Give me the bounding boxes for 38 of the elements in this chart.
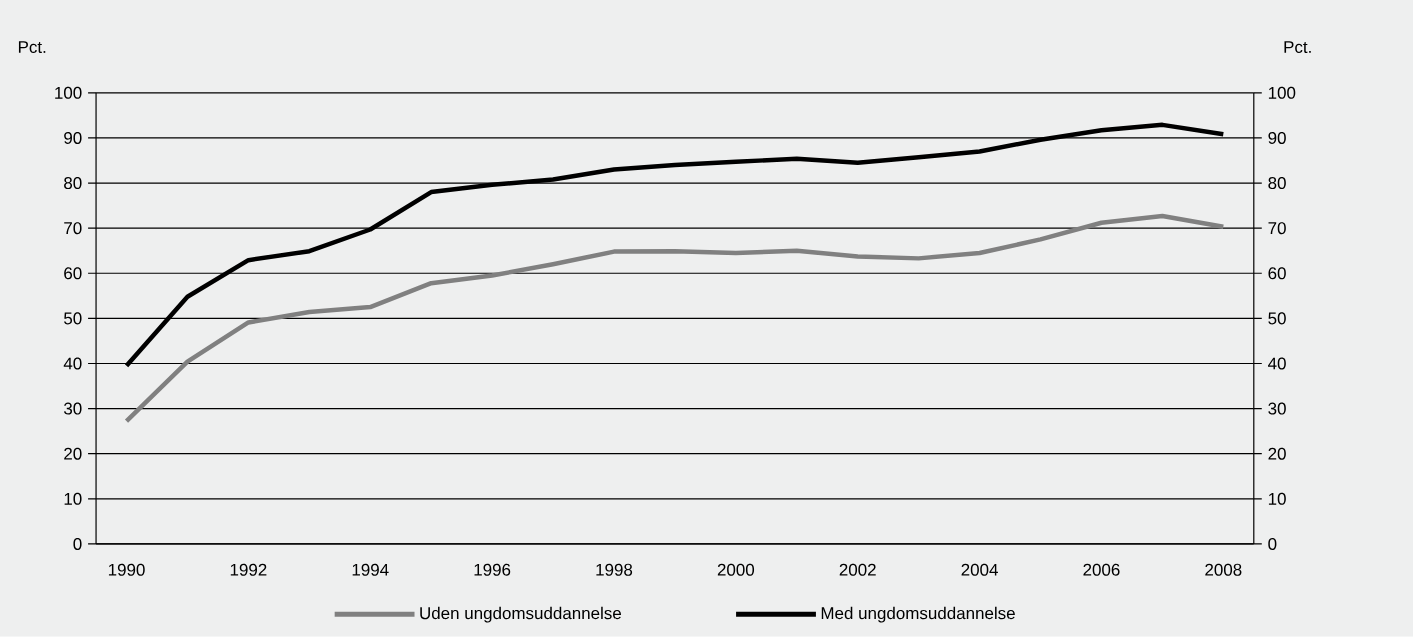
y-tick-label: 30 xyxy=(63,402,82,415)
x-tick-label: 2008 xyxy=(1205,563,1242,576)
x-tick-label: 2004 xyxy=(961,563,998,576)
y2-tick-label: 20 xyxy=(1268,447,1286,460)
x-tick-label: 2006 xyxy=(1083,563,1120,576)
legend-label: Med ungdomsuddannelse xyxy=(821,606,1015,623)
y-tick-label: 100 xyxy=(55,86,82,99)
x-tick-label: 1994 xyxy=(352,563,389,576)
y2-tick-label: 80 xyxy=(1268,177,1286,190)
x-tick-label: 2002 xyxy=(839,563,876,576)
line-series xyxy=(124,122,1226,369)
y2-tick-label: 0 xyxy=(1268,538,1277,551)
y2-tick-label: 30 xyxy=(1268,402,1286,415)
y2-tick-label: 40 xyxy=(1268,357,1286,370)
y-tick-label: 0 xyxy=(73,538,82,551)
x-tick-label: 1996 xyxy=(474,563,511,576)
y-tick-label: 50 xyxy=(64,312,82,325)
y2-tick-label: 50 xyxy=(1268,312,1286,325)
x-tick-label: 2000 xyxy=(717,563,755,576)
y-axis-title: Pct. xyxy=(18,41,46,54)
y2-tick-label: 90 xyxy=(1268,132,1286,145)
x-tick-label: 1990 xyxy=(108,563,145,576)
x-tick-label: 1998 xyxy=(596,563,633,576)
y-tick-label: 60 xyxy=(64,267,82,280)
y2-tick-label: 10 xyxy=(1268,492,1286,505)
legend-label: Uden ungdomsuddannelse xyxy=(420,606,621,623)
y2-axis-title: Pct. xyxy=(1284,41,1311,54)
y-tick-label: 10 xyxy=(64,492,82,505)
line-series xyxy=(124,213,1226,424)
y2-tick-label: 60 xyxy=(1268,267,1286,280)
x-tick-label: 1992 xyxy=(230,563,267,576)
y-tick-label: 70 xyxy=(64,222,82,235)
y-tick-label: 80 xyxy=(64,177,82,190)
y2-tick-label: 100 xyxy=(1268,86,1296,99)
y-tick-label: 90 xyxy=(64,132,82,145)
y-tick-label: 20 xyxy=(64,447,82,460)
y-tick-label: 40 xyxy=(63,357,82,370)
y2-tick-label: 70 xyxy=(1268,222,1286,235)
